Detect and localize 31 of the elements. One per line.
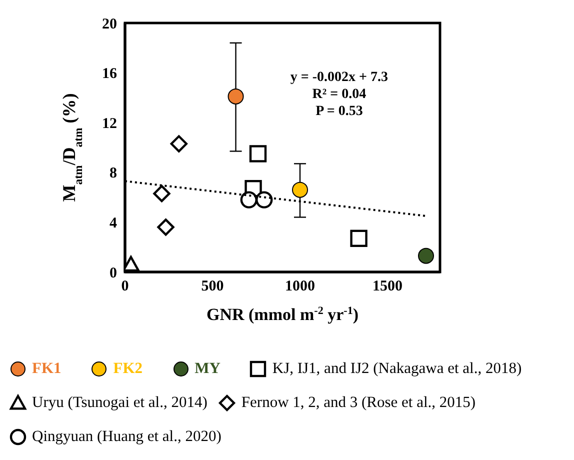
legend-label: KJ, IJ1, and IJ2 (Nakagawa et al., 2018) <box>272 360 522 377</box>
y-tick-label: 12 <box>102 116 117 132</box>
y-tick-label: 16 <box>102 66 118 82</box>
x-axis-title: GNR (mmol m$^{-2}$ yr$^{-1}$) <box>206 305 359 324</box>
point <box>256 191 273 208</box>
point <box>249 145 267 162</box>
y-tick-label: 4 <box>110 216 118 232</box>
y-tick-label: 20 <box>102 16 117 32</box>
point <box>153 184 170 202</box>
point <box>292 182 308 198</box>
y-tick-label: 0 <box>110 265 117 282</box>
point <box>240 191 258 208</box>
point <box>350 230 368 247</box>
legend-label: Qingyuan (Huang et al., 2020) <box>32 428 222 445</box>
annotation: y = -0.002x + 7.3 <box>290 70 388 85</box>
legend-label: FK1 <box>32 360 62 377</box>
y-tick-label: 8 <box>110 166 117 182</box>
legend-label: Fernow 1, 2, and 3 (Rose et al., 2015) <box>241 394 476 411</box>
x-tick-label: 1500 <box>372 278 402 295</box>
x-tick-label: 1000 <box>285 278 315 295</box>
legend-label: Uryu (Tsunogai et al., 2014) <box>32 394 208 411</box>
legend-label: FK2 <box>113 360 143 377</box>
point <box>170 135 188 152</box>
x-tick-label: 500 <box>201 278 224 295</box>
point <box>418 248 434 264</box>
annotation: P = 0.53 <box>316 104 363 119</box>
legend-label: MY <box>194 360 220 377</box>
point <box>228 88 244 104</box>
x-tick-label: 0 <box>121 278 129 295</box>
point <box>157 218 174 236</box>
annotation: R² = 0.04 <box>312 87 366 102</box>
